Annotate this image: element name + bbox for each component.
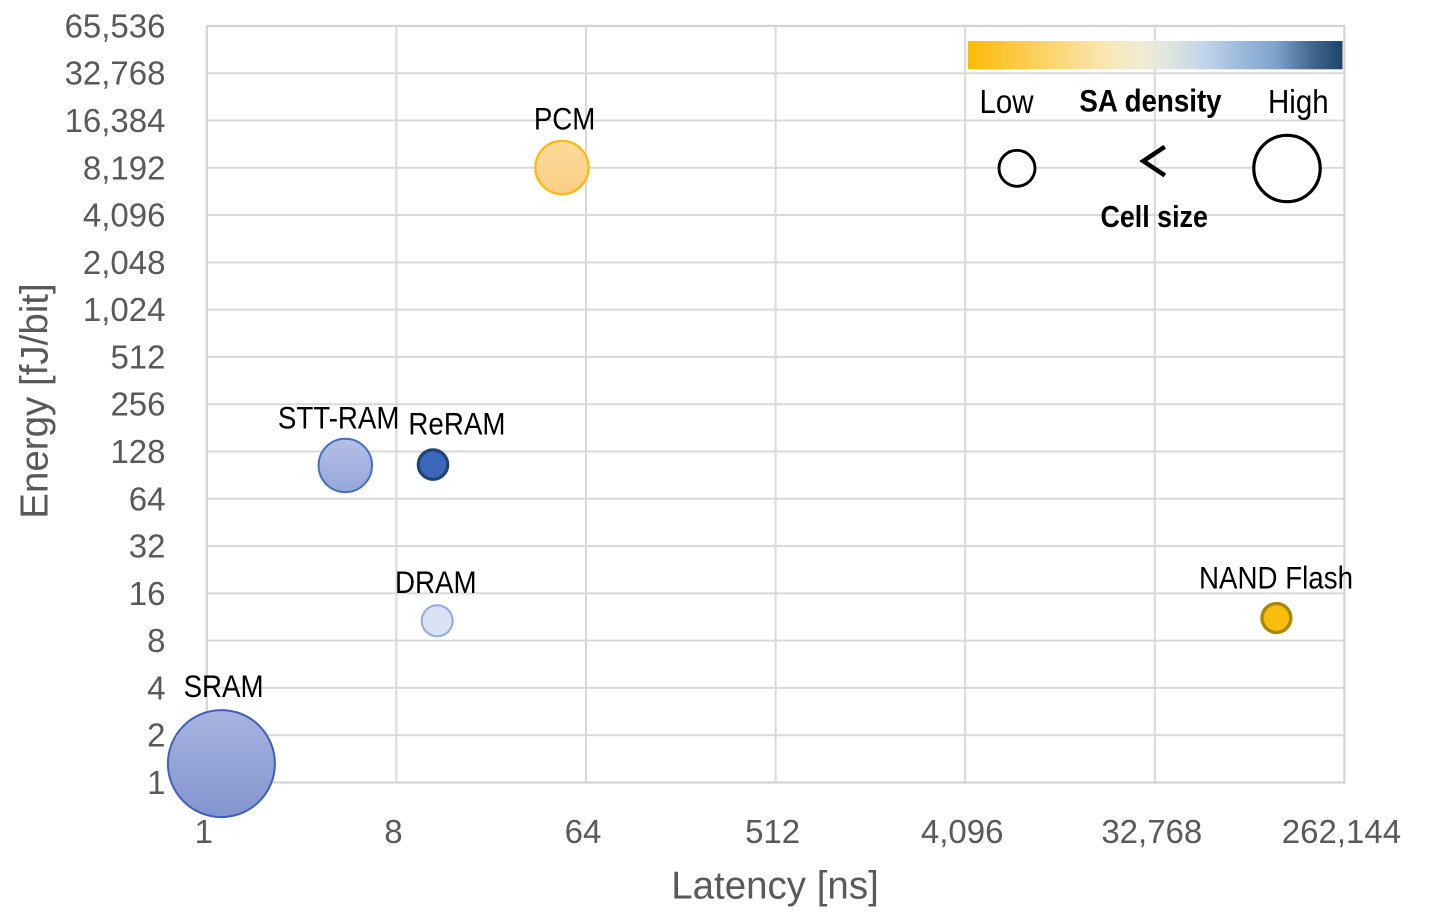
svg-text:64: 64 bbox=[565, 813, 602, 850]
svg-text:4,096: 4,096 bbox=[83, 197, 166, 234]
svg-text:DRAM: DRAM bbox=[395, 565, 477, 600]
svg-text:32,768: 32,768 bbox=[1101, 813, 1202, 850]
svg-text:64: 64 bbox=[129, 480, 166, 517]
svg-text:65,536: 65,536 bbox=[65, 7, 166, 44]
svg-text:SA density: SA density bbox=[1079, 84, 1222, 119]
svg-text:8: 8 bbox=[384, 813, 402, 850]
svg-text:256: 256 bbox=[110, 386, 165, 423]
svg-text:PCM: PCM bbox=[534, 102, 596, 137]
svg-text:512: 512 bbox=[110, 338, 165, 375]
svg-text:2,048: 2,048 bbox=[83, 244, 166, 281]
svg-text:Energy [fJ/bit]: Energy [fJ/bit] bbox=[13, 283, 56, 518]
svg-text:8,192: 8,192 bbox=[83, 149, 166, 186]
svg-text:32: 32 bbox=[129, 528, 166, 565]
svg-text:1,024: 1,024 bbox=[83, 291, 166, 328]
svg-text:1: 1 bbox=[147, 764, 165, 801]
svg-text:4,096: 4,096 bbox=[921, 813, 1004, 850]
svg-text:128: 128 bbox=[110, 433, 165, 470]
svg-text:Cell size: Cell size bbox=[1101, 201, 1208, 235]
svg-text:Low: Low bbox=[979, 82, 1033, 120]
svg-text:16: 16 bbox=[129, 575, 166, 612]
svg-text:16,384: 16,384 bbox=[65, 102, 166, 139]
svg-text:SRAM: SRAM bbox=[184, 669, 264, 704]
svg-text:NAND Flash: NAND Flash bbox=[1199, 561, 1353, 596]
svg-text:512: 512 bbox=[745, 813, 800, 850]
svg-text:262,144: 262,144 bbox=[1282, 813, 1401, 850]
svg-text:32,768: 32,768 bbox=[65, 55, 166, 92]
svg-text:8: 8 bbox=[147, 622, 165, 659]
svg-text:ReRAM: ReRAM bbox=[408, 407, 505, 442]
svg-text:STT-RAM: STT-RAM bbox=[278, 401, 400, 436]
svg-text:Latency [ns]: Latency [ns] bbox=[671, 865, 879, 908]
svg-text:2: 2 bbox=[147, 717, 165, 754]
svg-text:1: 1 bbox=[195, 813, 213, 850]
svg-text:High: High bbox=[1268, 82, 1329, 120]
svg-text:4: 4 bbox=[147, 669, 165, 706]
